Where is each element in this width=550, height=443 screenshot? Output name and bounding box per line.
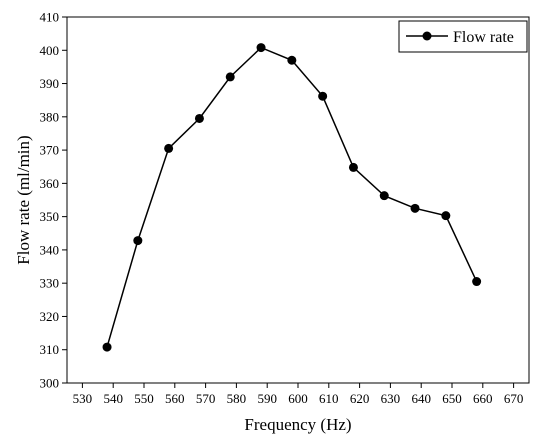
data-point bbox=[318, 91, 328, 101]
legend-marker-sample bbox=[422, 31, 432, 41]
y-axis-ticks: 300 310 320 330 340 350 360 370 380 390 400 410 bbox=[40, 10, 67, 391]
y-tick-label: 360 bbox=[40, 176, 60, 191]
x-tick-label: 650 bbox=[442, 391, 462, 406]
x-tick-label: 660 bbox=[473, 391, 493, 406]
x-tick-label: 560 bbox=[165, 391, 185, 406]
x-tick-label: 640 bbox=[411, 391, 431, 406]
x-tick-label: 590 bbox=[257, 391, 277, 406]
x-tick-label: 630 bbox=[381, 391, 401, 406]
data-point bbox=[287, 55, 297, 65]
plot-frame bbox=[66, 16, 530, 384]
y-tick-label: 370 bbox=[40, 143, 60, 158]
data-point bbox=[256, 43, 266, 53]
x-axis-ticks: 530 540 550 560 570 580 590 600 610 620 630 640 650 6… bbox=[73, 383, 524, 406]
data-point bbox=[410, 203, 420, 213]
x-tick-label: 540 bbox=[103, 391, 123, 406]
x-tick-label: 600 bbox=[288, 391, 308, 406]
data-point bbox=[164, 143, 174, 153]
y-tick-label: 380 bbox=[40, 109, 60, 124]
y-tick-label: 410 bbox=[40, 10, 60, 25]
x-tick-label: 620 bbox=[350, 391, 370, 406]
y-axis-title: Flow rate (ml/min) bbox=[14, 135, 33, 264]
data-point bbox=[194, 113, 204, 123]
data-point bbox=[472, 277, 482, 287]
legend-label: Flow rate bbox=[453, 29, 514, 46]
x-tick-label: 580 bbox=[227, 391, 247, 406]
y-tick-label: 330 bbox=[40, 276, 60, 291]
data-point bbox=[348, 162, 358, 172]
x-tick-label: 570 bbox=[196, 391, 216, 406]
y-tick-label: 400 bbox=[40, 43, 60, 58]
y-tick-label: 300 bbox=[40, 376, 60, 391]
data-point bbox=[225, 72, 235, 82]
series-layer bbox=[102, 43, 482, 352]
y-tick-label: 390 bbox=[40, 76, 60, 91]
x-tick-label: 550 bbox=[134, 391, 154, 406]
y-tick-label: 350 bbox=[40, 209, 60, 224]
y-tick-label: 320 bbox=[40, 309, 60, 324]
data-point bbox=[379, 191, 389, 201]
series-line bbox=[106, 46, 478, 348]
x-tick-label: 670 bbox=[504, 391, 524, 406]
data-point bbox=[133, 236, 143, 246]
data-point bbox=[441, 211, 451, 221]
legend: Flow rate bbox=[398, 20, 528, 53]
x-tick-label: 530 bbox=[73, 391, 93, 406]
data-point bbox=[102, 342, 112, 352]
x-axis-title: Frequency (Hz) bbox=[244, 415, 351, 434]
y-tick-label: 340 bbox=[40, 242, 60, 257]
x-tick-label: 610 bbox=[319, 391, 339, 406]
y-tick-label: 310 bbox=[40, 342, 60, 357]
